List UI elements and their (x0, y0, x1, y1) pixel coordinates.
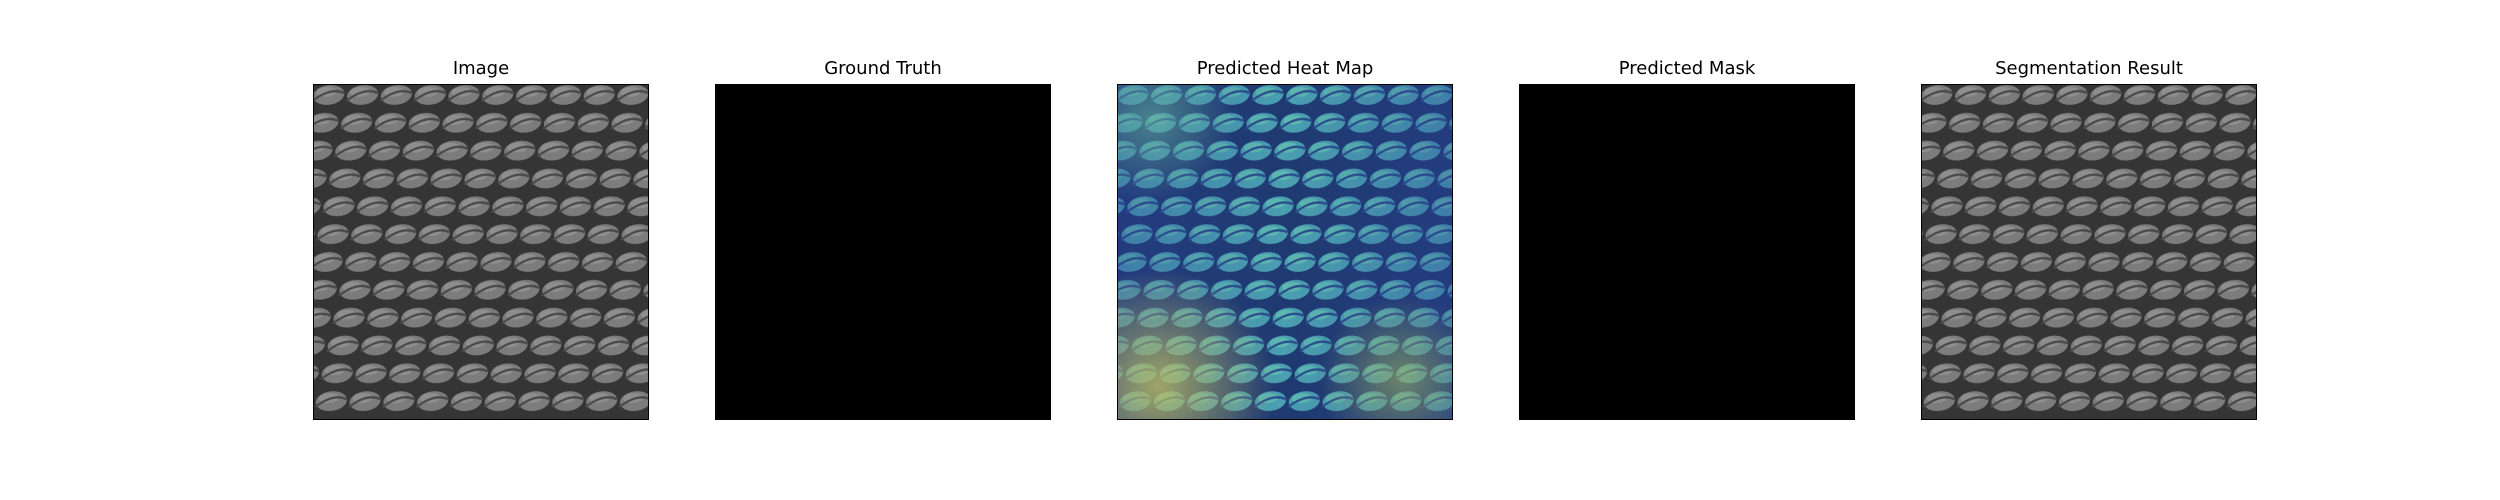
texture-image (313, 84, 649, 420)
panel-heat-map: Predicted Heat Map (1117, 58, 1453, 428)
ground-truth-mask (715, 84, 1051, 420)
predicted-mask (1519, 84, 1855, 420)
panel-segmentation-result: Segmentation Result (1921, 58, 2257, 428)
heat-map-overlay (1117, 84, 1453, 420)
panel-title: Predicted Heat Map (1196, 58, 1374, 79)
heat-map-texture (1118, 85, 1452, 419)
woven-texture (314, 85, 648, 419)
panel-title: Predicted Mask (1618, 58, 1756, 79)
panel-title: Image (452, 58, 510, 79)
woven-texture (1922, 85, 2256, 419)
segmentation-result-image (1921, 84, 2257, 420)
panel-title: Ground Truth (824, 58, 942, 79)
panel-image: Image (313, 58, 649, 428)
panel-ground-truth: Ground Truth (715, 58, 1051, 428)
panel-title: Segmentation Result (1995, 58, 2183, 79)
panel-predicted-mask: Predicted Mask (1519, 58, 1855, 428)
